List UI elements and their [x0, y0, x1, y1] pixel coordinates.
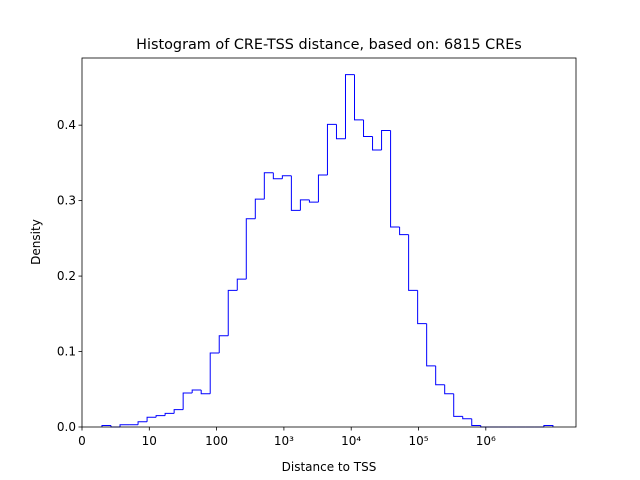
histogram-step [173, 409, 184, 414]
histogram-step [471, 418, 481, 426]
y-tick-label: 0.4 [57, 118, 76, 132]
histogram-step [317, 174, 328, 203]
histogram-step [281, 175, 292, 179]
y-tick-label: 0.0 [57, 420, 76, 434]
histogram-step [417, 290, 427, 325]
histogram-step [543, 424, 554, 427]
histogram-step [363, 119, 373, 137]
chart-title: Histogram of CRE-TSS distance, based on:… [136, 37, 522, 53]
histogram-step [372, 136, 382, 151]
x-tick-label: 10³ [274, 434, 294, 448]
histogram-step [444, 384, 454, 395]
histogram-step [308, 199, 319, 203]
plot-frame [81, 57, 577, 428]
histogram-step [299, 199, 310, 211]
x-tick-label: 10⁶ [476, 434, 496, 448]
histogram-step [182, 392, 193, 410]
histogram-step [227, 289, 238, 336]
histogram-step [191, 389, 202, 394]
histogram-step [245, 218, 256, 280]
histogram-step [119, 424, 130, 427]
histogram-step [426, 323, 436, 367]
histogram-step [146, 416, 157, 422]
histogram-step [335, 124, 346, 140]
y-axis-label: Density [29, 219, 43, 265]
x-tick-label: 0 [78, 434, 86, 448]
x-tick-label: 10⁵ [408, 434, 428, 448]
histogram-step [326, 123, 337, 175]
histogram-step [462, 416, 472, 420]
histogram-step [272, 172, 283, 180]
histogram-step [435, 365, 445, 386]
y-tick-label: 0.2 [57, 269, 76, 283]
histogram-step [101, 424, 112, 427]
histogram-step [390, 130, 400, 228]
histogram-step [290, 175, 301, 211]
histogram-step [354, 74, 364, 121]
histogram-step [408, 234, 418, 291]
histogram-step [399, 227, 409, 236]
histogram-step [164, 412, 175, 416]
y-tick-label: 0.3 [57, 194, 76, 208]
x-tick-label: 10⁴ [341, 434, 361, 448]
x-tick-label: 10 [142, 434, 157, 448]
y-tick-label: 0.1 [57, 345, 76, 359]
histogram-step [155, 415, 166, 418]
histogram-step [209, 352, 220, 394]
histogram-step [344, 74, 355, 139]
histogram-step [381, 129, 391, 151]
histogram-step [137, 421, 148, 425]
histogram-step [236, 278, 247, 291]
x-axis-label: Distance to TSS [282, 460, 377, 474]
histogram-step [200, 390, 211, 395]
histogram-step [218, 335, 229, 354]
histogram-step [263, 172, 274, 200]
histogram-step [254, 198, 265, 219]
histogram-step [453, 393, 463, 417]
x-tick-label: 100 [205, 434, 228, 448]
